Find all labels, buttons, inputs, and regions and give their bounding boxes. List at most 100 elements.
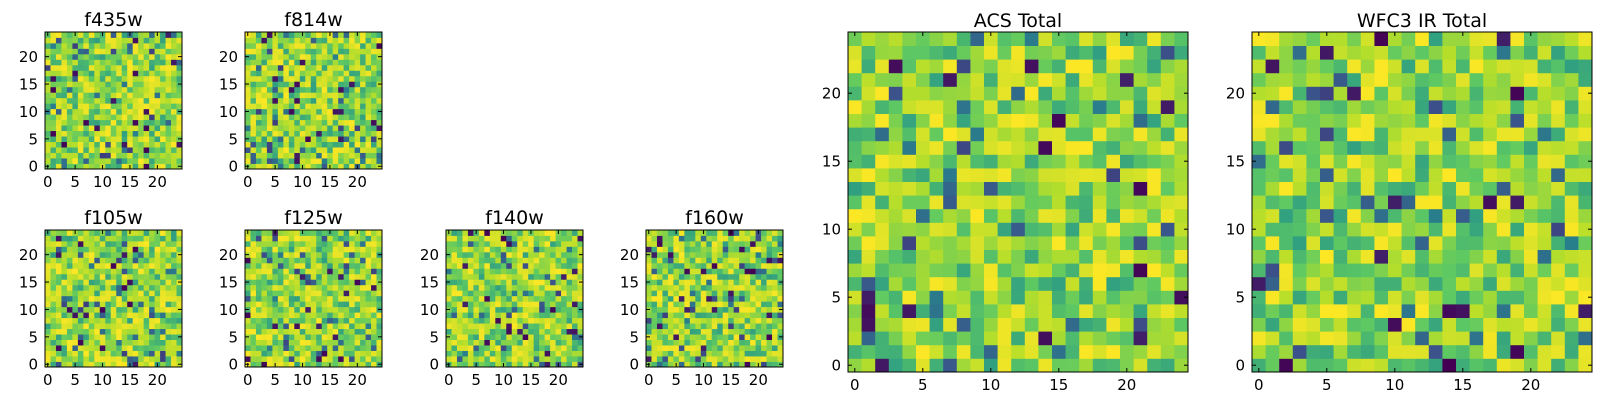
heatmap-cell	[171, 158, 177, 164]
heatmap-cell	[1079, 100, 1094, 114]
heatmap-cell	[149, 130, 155, 137]
x-tick-label: 0	[243, 371, 253, 389]
heatmap-cell	[1052, 127, 1066, 142]
heatmap-cell	[462, 230, 469, 236]
heatmap-cell	[283, 163, 290, 170]
heatmap-cell	[299, 86, 306, 93]
heatmap-cell	[902, 168, 917, 182]
heatmap-cell	[127, 125, 134, 132]
heatmap-cell	[349, 312, 355, 319]
heatmap-cell	[506, 334, 513, 340]
heatmap-cell	[299, 301, 306, 308]
heatmap-cell	[99, 301, 106, 308]
heatmap-cell	[1120, 304, 1134, 318]
heatmap-cell	[1537, 249, 1552, 264]
heatmap-cell	[165, 53, 172, 60]
heatmap-cell	[277, 350, 284, 357]
heatmap-cell	[255, 130, 262, 137]
heatmap-cell	[446, 301, 452, 308]
heatmap-cell	[689, 268, 696, 275]
heatmap-cell	[365, 48, 372, 55]
heatmap-cell	[327, 158, 334, 164]
heatmap-cell	[116, 240, 123, 247]
heatmap-cell	[506, 328, 513, 335]
heatmap-cell	[83, 312, 90, 319]
heatmap-cell	[684, 262, 691, 269]
heatmap-cell	[171, 295, 177, 302]
heatmap-cell	[365, 119, 372, 126]
heatmap-cell	[149, 163, 155, 170]
heatmap-cell	[1415, 317, 1430, 332]
heatmap-cell	[165, 92, 172, 99]
heatmap-cell	[376, 290, 383, 297]
heatmap-cell	[149, 317, 155, 324]
heatmap-cell	[94, 64, 101, 71]
heatmap-cell	[1510, 263, 1525, 278]
heatmap-cell	[522, 334, 529, 340]
heatmap-cell	[473, 273, 480, 280]
heatmap-cell	[45, 257, 51, 264]
heatmap-cell	[1265, 304, 1280, 318]
heatmap-cell	[354, 312, 361, 319]
heatmap-cell	[176, 317, 183, 324]
heatmap-cell	[83, 240, 90, 247]
heatmap-cell	[875, 140, 890, 155]
heatmap-cell	[722, 306, 729, 313]
heatmap-cell	[266, 230, 273, 236]
heatmap-cell	[283, 262, 290, 269]
heatmap-cell	[956, 168, 971, 182]
heatmap-cell	[555, 246, 562, 253]
heatmap-cell	[360, 37, 366, 44]
heatmap-cell	[1038, 236, 1053, 250]
heatmap-cell	[310, 136, 317, 142]
heatmap-cell	[517, 262, 524, 269]
heatmap-cell	[539, 317, 546, 324]
heatmap-cell	[143, 312, 150, 319]
heatmap-cell	[1347, 290, 1362, 305]
heatmap-cell	[277, 251, 284, 258]
heatmap-cell	[451, 279, 458, 286]
heatmap-cell	[94, 136, 101, 142]
heatmap-cell	[656, 295, 663, 302]
heatmap-cell	[338, 125, 345, 132]
heatmap-cell	[700, 301, 707, 308]
heatmap-cell	[772, 339, 778, 346]
heatmap-cell	[566, 350, 573, 357]
heatmap-cell	[1360, 358, 1375, 373]
heatmap-cell	[288, 301, 295, 308]
heatmap-cell	[154, 257, 161, 264]
heatmap-cell	[1024, 276, 1039, 291]
heatmap-cell	[316, 53, 323, 60]
heatmap-cell	[305, 114, 312, 121]
heatmap-cell	[1374, 208, 1389, 223]
heatmap-cell	[261, 92, 268, 99]
heatmap-cell	[750, 306, 756, 313]
heatmap-cell	[495, 306, 502, 313]
heatmap-cell	[1160, 331, 1175, 346]
heatmap-cell	[316, 152, 323, 159]
heatmap-cell	[656, 334, 663, 340]
heatmap-cell	[1415, 249, 1430, 264]
heatmap-cell	[522, 301, 529, 308]
heatmap-cell	[722, 295, 729, 302]
heatmap-cell	[478, 334, 485, 340]
heatmap-cell	[245, 86, 251, 93]
heatmap-cell	[861, 236, 876, 250]
heatmap-cell	[577, 356, 584, 362]
heatmap-cell	[689, 295, 696, 302]
heatmap-cell	[761, 284, 767, 291]
heatmap-cell	[283, 251, 290, 258]
heatmap-cell	[160, 273, 166, 280]
heatmap-cell	[371, 317, 377, 324]
heatmap-cell	[561, 284, 567, 291]
heatmap-cell	[50, 312, 57, 319]
heatmap-cell	[321, 48, 328, 55]
heatmap-cell	[1306, 181, 1321, 196]
heatmap-cell	[1551, 263, 1566, 278]
heatmap-cell	[354, 125, 361, 132]
heatmap-cell	[365, 163, 372, 170]
heatmap-cell	[149, 301, 155, 308]
heatmap-cell	[272, 59, 279, 66]
heatmap-cell	[272, 130, 279, 137]
heatmap-cell	[550, 317, 556, 324]
